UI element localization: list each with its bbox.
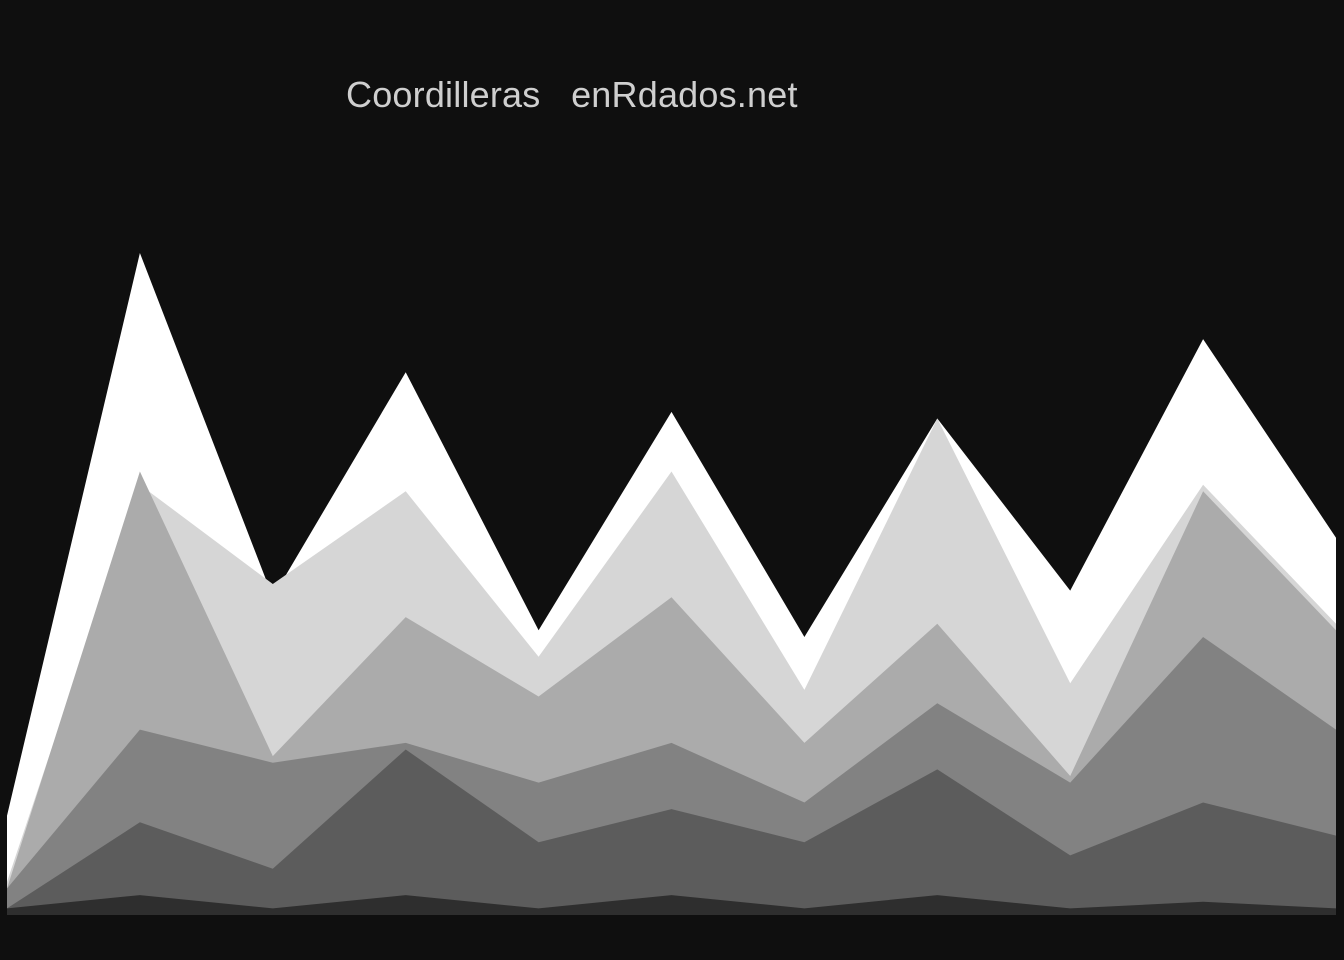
chart-title: Coordilleras enRdados.net [346,74,798,115]
area-series-6 [7,895,1336,915]
area-series-5 [7,749,1336,915]
